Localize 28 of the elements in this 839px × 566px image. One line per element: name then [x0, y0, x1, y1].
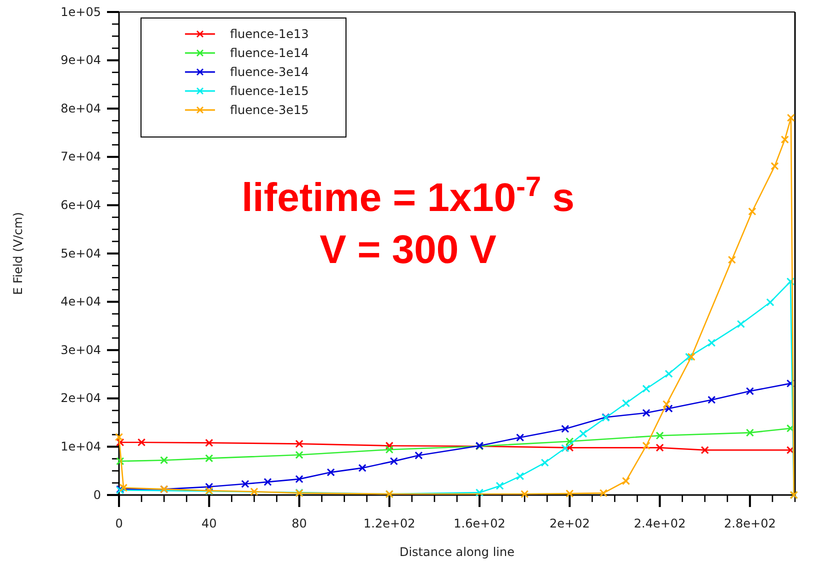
- x-tick-label: 1.2e+02: [364, 516, 416, 531]
- x-tick-label: 2e+02: [549, 516, 590, 531]
- y-tick-label: 9e+04: [60, 53, 101, 68]
- y-tick-label: 4e+04: [60, 294, 101, 309]
- y-tick-label: 1e+04: [60, 440, 101, 454]
- annotation: V = 300 V: [320, 228, 497, 272]
- y-tick-label: 6e+04: [60, 198, 101, 212]
- x-tick-label: 2.4e+02: [634, 516, 686, 531]
- x-tick-label: 0: [115, 516, 123, 531]
- legend-label: fluence-1e15: [230, 84, 309, 98]
- legend-label: fluence-3e15: [230, 103, 309, 117]
- y-tick-label: 5e+04: [60, 246, 101, 260]
- y-tick-label: 1e+05: [60, 4, 101, 19]
- x-tick-label: 1.6e+02: [454, 516, 506, 531]
- x-axis-title: Distance along line: [399, 545, 515, 559]
- y-axis-title: E Field (V/cm): [11, 212, 25, 295]
- legend-label: fluence-1e14: [230, 46, 309, 60]
- x-tick-label: 40: [201, 516, 217, 531]
- x-tick-label: 2.8e+02: [724, 516, 776, 531]
- legend-label: fluence-1e13: [230, 27, 309, 41]
- annotation: lifetime = 1x10$^{-7}$ s: [242, 170, 574, 220]
- y-tick-label: 3e+04: [60, 342, 101, 357]
- y-tick-label: 0: [93, 488, 101, 502]
- y-tick-label: 2e+04: [60, 391, 101, 406]
- y-tick-label: 8e+04: [60, 101, 101, 116]
- x-tick-label: 80: [292, 516, 307, 531]
- y-tick-label: 7e+04: [60, 150, 101, 164]
- legend-label: fluence-3e14: [230, 65, 309, 79]
